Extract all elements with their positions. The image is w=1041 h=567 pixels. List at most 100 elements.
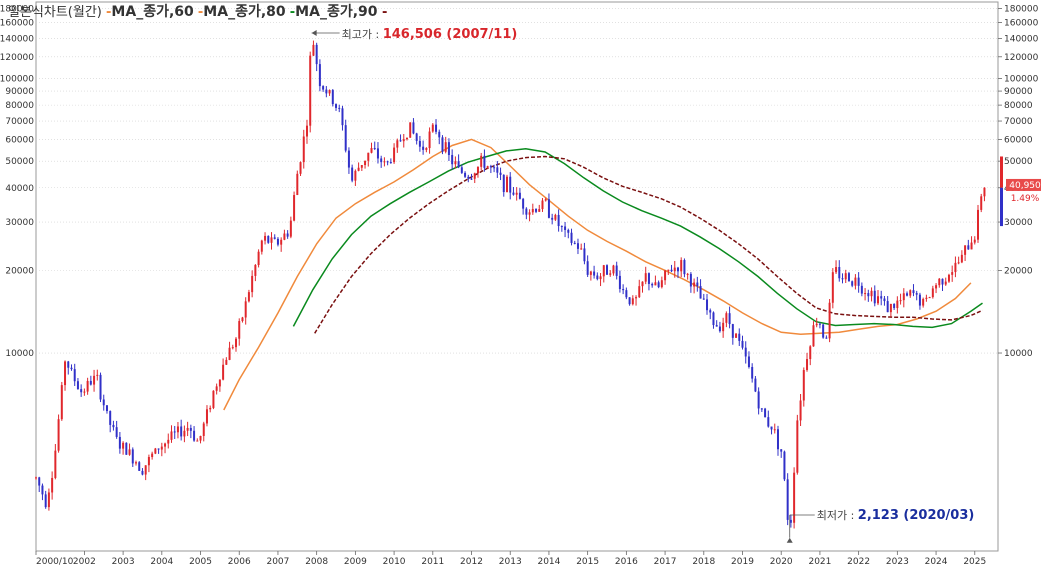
candle-body [489, 166, 492, 168]
candle-body [776, 429, 779, 450]
candle-body [99, 374, 102, 400]
candle-body [538, 209, 541, 212]
candle-body [854, 277, 857, 286]
x-tick-label: 2003 [112, 557, 135, 567]
y-tick-label: 160000 [1004, 18, 1039, 28]
candle-body [793, 472, 796, 523]
candle-body [683, 260, 686, 275]
candle-body [154, 448, 157, 454]
y-tick-label: 140000 [0, 34, 34, 44]
candle-body [625, 290, 628, 298]
candle-body [841, 278, 844, 280]
candle-body [267, 235, 270, 243]
candle-body [70, 367, 73, 370]
candle-body [783, 451, 786, 480]
candle-body [412, 122, 415, 134]
candle-body [873, 290, 876, 304]
candle-body [738, 333, 741, 341]
candle-body [118, 436, 121, 449]
candle-body [638, 286, 641, 298]
candle-body [741, 340, 744, 348]
candle-body [364, 160, 367, 166]
candle-body [86, 380, 89, 392]
candle-body [696, 282, 699, 287]
candle-body [951, 272, 954, 275]
x-tick-label: 2010 [383, 557, 406, 567]
candle-body [102, 399, 105, 406]
candle-body [447, 142, 450, 156]
candle-body [280, 239, 283, 245]
candle-body [844, 273, 847, 280]
candle-body [728, 313, 731, 325]
candle-body [509, 176, 512, 193]
chart-title: 일본식차트(월간) [8, 5, 102, 20]
candle-body [460, 167, 463, 173]
candle-body [606, 265, 609, 275]
candle-body [496, 167, 499, 173]
candle-body [41, 485, 44, 495]
candle-body [405, 137, 408, 140]
candle-body [876, 296, 879, 304]
candle-body [473, 173, 476, 179]
candle-body [115, 427, 118, 437]
y-tick-label: 70000 [1004, 117, 1033, 127]
candle-body [283, 233, 286, 240]
candle-body [109, 411, 112, 425]
ma80-line [292, 147, 983, 329]
candle-body [944, 281, 947, 285]
candle-body [915, 293, 918, 295]
candle-body [370, 148, 373, 153]
candle-body [464, 172, 467, 177]
candle-body [64, 361, 67, 386]
x-tick-label: 2024 [925, 557, 948, 567]
candle-body [341, 108, 344, 126]
candle-body [896, 300, 899, 309]
candle-body [444, 142, 447, 152]
candle-body [76, 381, 79, 390]
x-tick-label: 2023 [886, 557, 909, 567]
candle-body [676, 267, 679, 272]
x-tick-label: 2004 [150, 557, 173, 567]
legend-ma80: MA_종가,80 [203, 4, 286, 20]
y-tick-label: 80000 [5, 101, 34, 111]
candle-body [928, 297, 931, 299]
candle-body [680, 260, 683, 272]
x-tick-label: 2013 [499, 557, 522, 567]
candle-body [764, 408, 767, 418]
candle-body [373, 148, 376, 150]
y-tick-label: 120000 [0, 53, 34, 63]
candle-body [322, 86, 325, 90]
y-tick-label: 90000 [1004, 87, 1033, 97]
low-annotation-value: 2,123 (2020/03) [858, 508, 975, 523]
candle-body [160, 446, 163, 450]
candle-body [570, 232, 573, 243]
candle-body [435, 124, 438, 132]
candle-body [802, 370, 805, 401]
candle-body [557, 214, 560, 227]
candle-body [418, 140, 421, 147]
candle-body [393, 147, 396, 163]
candle-body [180, 426, 183, 437]
y-tick-label: 100000 [0, 75, 34, 85]
candle-body [596, 275, 599, 280]
candle-body [451, 155, 454, 165]
candle-body [222, 364, 225, 380]
candle-body [380, 158, 383, 163]
candle-body [657, 282, 660, 288]
candle-body [241, 317, 244, 322]
candle-body [202, 423, 205, 436]
last-candle-down [1000, 187, 1003, 227]
last-price-marker: 40,950 1.49% [1000, 156, 1041, 227]
candle-body [615, 265, 618, 276]
candle-body [957, 262, 960, 264]
candle-body [276, 238, 279, 245]
candle-body [299, 162, 302, 174]
y-tick-label: 50000 [5, 157, 34, 167]
candle-body [331, 90, 334, 105]
y-tick-label: 180000 [1004, 4, 1039, 14]
candle-body [976, 209, 979, 240]
x-tick-label: 2008 [305, 557, 328, 567]
candle-body [428, 131, 431, 149]
y-tick-label: 80000 [1004, 101, 1033, 111]
y-tick-label: 20000 [1004, 266, 1033, 276]
